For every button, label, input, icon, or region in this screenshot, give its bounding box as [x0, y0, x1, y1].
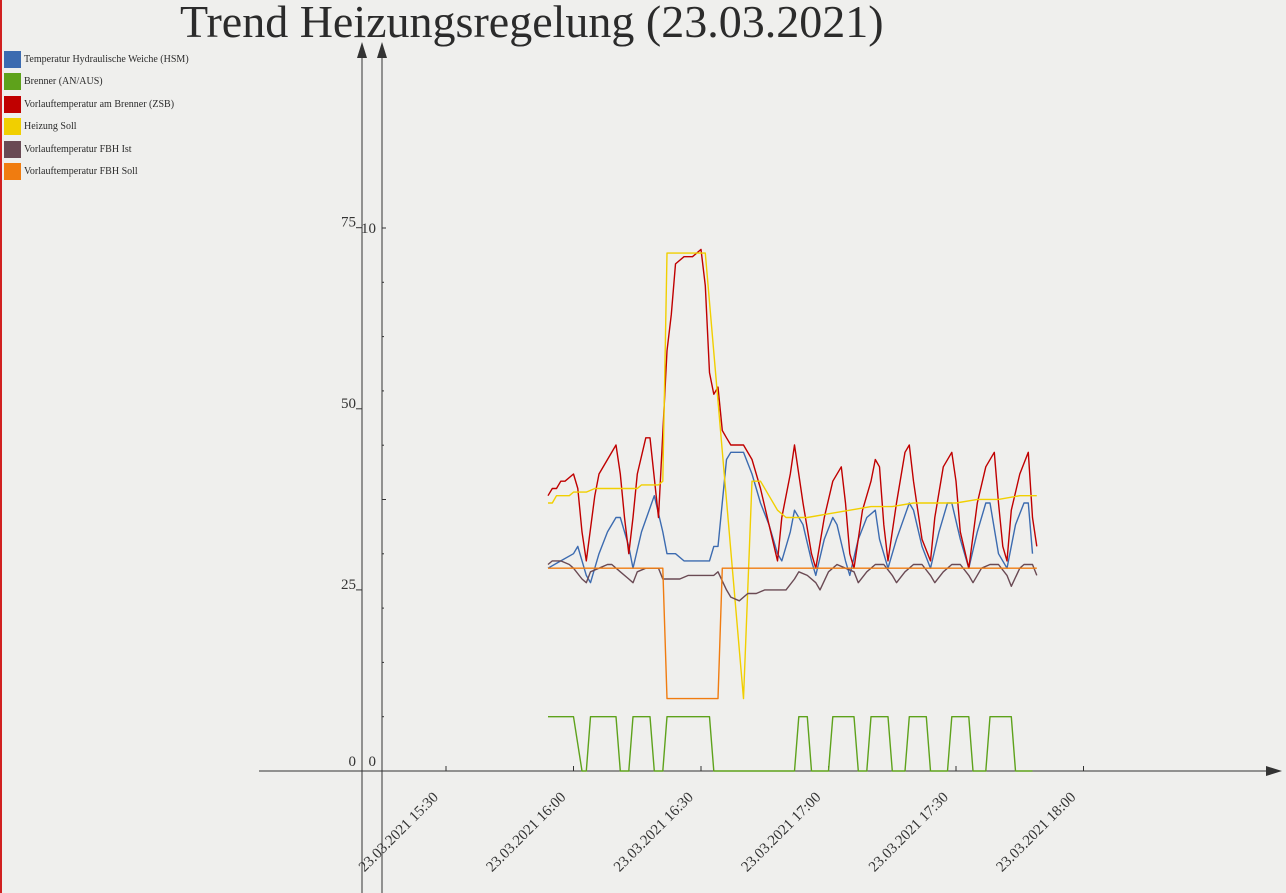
legend-item[interactable]: Heizung Soll: [4, 116, 189, 139]
series-line-6: [548, 567, 1037, 700]
legend-item[interactable]: Vorlauftemperatur FBH Ist: [4, 138, 189, 161]
x-tick-label: 23.03.2021 18:00: [993, 790, 1079, 876]
left-y-tick-label: 0: [349, 754, 357, 770]
legend-label: Vorlauftemperatur am Brenner (ZSB): [24, 98, 175, 110]
chart-title: Trend Heizungsregelung (23.03.2021): [180, 0, 884, 47]
legend-label: Vorlauftemperatur FBH Soll: [24, 166, 138, 178]
legend-swatch: [4, 95, 21, 113]
x-tick-label: 23.03.2021 17:30: [866, 790, 952, 876]
series-line-5: [547, 560, 1038, 602]
legend-swatch: [4, 118, 21, 136]
legend-swatch: [4, 140, 21, 158]
right-y-tick-label: 0: [369, 754, 377, 770]
legend-label: Temperatur Hydraulische Weiche (HSM): [24, 53, 189, 65]
legend-item[interactable]: Temperatur Hydraulische Weiche (HSM): [4, 48, 189, 71]
left-y-tick-label: 50: [341, 396, 356, 412]
series-line-1: [547, 451, 1034, 584]
series-line-3: [547, 248, 1038, 569]
legend-item[interactable]: Vorlauftemperatur FBH Soll: [4, 161, 189, 184]
series-line-4: [548, 252, 1037, 700]
legend-swatch: [4, 163, 21, 181]
right-y-axis-arrow: [377, 42, 387, 58]
legend-item[interactable]: Brenner (AN/AUS): [4, 71, 189, 94]
x-tick-label: 23.03.2021 17:00: [738, 790, 824, 876]
x-axis-arrow: [1266, 766, 1282, 776]
left-y-tick-label: 25: [341, 577, 356, 593]
left-y-axis-arrow: [357, 42, 367, 58]
x-tick-label: 23.03.2021 15:30: [356, 790, 442, 876]
legend-swatch: [4, 50, 21, 68]
series-line-2: [548, 716, 1033, 772]
chart-legend: Temperatur Hydraulische Weiche (HSM) Bren…: [4, 48, 189, 183]
x-tick-label: 23.03.2021 16:30: [611, 790, 697, 876]
legend-swatch: [4, 73, 21, 91]
left-y-tick-label: 75: [341, 215, 356, 231]
legend-label: Brenner (AN/AUS): [24, 76, 103, 88]
legend-item[interactable]: Vorlauftemperatur am Brenner (ZSB): [4, 93, 189, 116]
legend-label: Vorlauftemperatur FBH Ist: [24, 143, 132, 155]
right-y-tick-label: 10: [361, 221, 376, 237]
x-tick-label: 23.03.2021 16:00: [483, 790, 569, 876]
legend-label: Heizung Soll: [24, 121, 77, 133]
